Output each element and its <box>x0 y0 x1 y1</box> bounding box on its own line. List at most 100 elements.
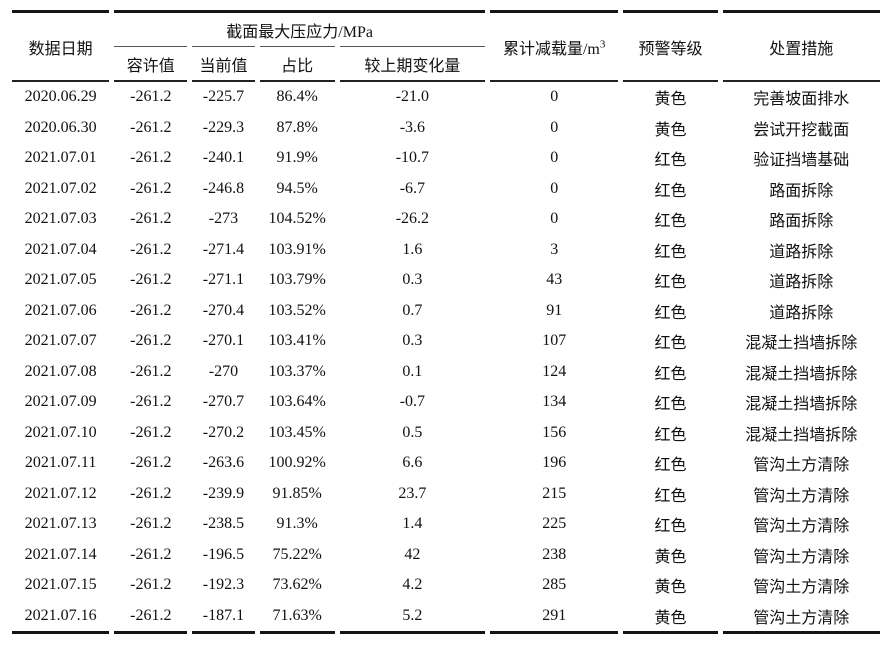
cell-warning-level: 红色 <box>654 365 687 383</box>
cell-allowable-value: -261.2 <box>130 576 172 594</box>
cell-unload-total: 291 <box>490 601 619 634</box>
cell-change: 6.6 <box>402 454 423 472</box>
col-header-stress-group: 截面最大压应力/MPa <box>114 10 486 46</box>
cell-change: 0.3 <box>402 332 423 350</box>
cell-change: -6.7 <box>399 179 426 197</box>
cell-current-value: -270.1 <box>202 332 245 350</box>
cell-ratio: 91.85% <box>272 484 322 502</box>
cell-allowable-value: -261.2 <box>130 423 172 441</box>
table-row: 2020.06.30 -261.2 -229.3 87.8% -3.6 0 黄色 尝试开挖截面 <box>12 113 880 144</box>
cell-change: 4.2 <box>402 576 423 594</box>
cell-warning-level: 黄色 <box>654 121 687 139</box>
cell-action: 混凝土挡墙拆除 <box>745 426 858 444</box>
cell-change: 0.1 <box>402 362 423 380</box>
cell-date: 2021.07.08 <box>24 362 97 380</box>
table-row: 2021.07.14 -261.2 -196.5 75.22% 42 238 黄色 管沟土方清… <box>12 540 880 571</box>
unload-superscript: 3 <box>599 38 606 51</box>
cell-current-value: -192.3 <box>202 576 245 594</box>
cell-warning-level: 黄色 <box>654 91 687 109</box>
col-header-warning-level: 预警等级 <box>623 10 718 82</box>
cell-ratio: 103.41% <box>268 332 326 350</box>
cell-action: 验证挡墙基础 <box>753 152 850 170</box>
cell-unload-total: 124 <box>542 362 567 380</box>
cell-current-value: -238.5 <box>202 515 245 533</box>
cell-ratio: 103.37% <box>268 362 326 380</box>
cell-warning-level: 红色 <box>654 243 687 261</box>
cell-date: 2020.06.30 <box>24 118 97 136</box>
cell-ratio: 75.22% <box>272 545 322 563</box>
cell-warning-level: 红色 <box>654 518 687 536</box>
cell-allowable-value: -261.2 <box>130 454 172 472</box>
table-row: 2021.07.15 -261.2 -192.3 73.62% 4.2 285 黄色 管沟土方… <box>12 570 880 601</box>
cell-date: 2021.07.12 <box>24 484 97 502</box>
cell-change: 0.5 <box>402 423 423 441</box>
cell-warning-level: 红色 <box>654 304 687 322</box>
document-page: 数据日期 截面最大压应力/MPa 累计减载量/m3 预警等级 处置措施 容许值 … <box>7 10 885 634</box>
cell-unload-total: 238 <box>542 545 567 563</box>
cell-warning-level: 红色 <box>654 213 687 231</box>
cell-action: 混凝土挡墙拆除 <box>745 335 858 353</box>
cell-date: 2021.07.07 <box>24 332 97 350</box>
cell-warning-level: 红色 <box>654 152 687 170</box>
cell-warning-level: 红色 <box>654 457 687 475</box>
cell-warning-level: 红色 <box>654 335 687 353</box>
cell-change: 0.7 <box>402 301 423 319</box>
table-row: 2021.07.13 -261.2 -238.5 91.3% 1.4 225 红色 管沟土方清… <box>12 509 880 540</box>
cell-change: 23.7 <box>398 484 427 502</box>
cell-warning-level: 黄色 <box>654 548 687 566</box>
cell-change: 0.3 <box>402 271 423 289</box>
col-header-ratio: 占比 <box>259 46 335 82</box>
cell-ratio: 103.45% <box>268 423 326 441</box>
cell-allowable-value: -261.2 <box>130 210 172 228</box>
cell-date: 2021.07.02 <box>24 179 97 197</box>
cell-unload-total: 0 <box>550 88 559 106</box>
table-header: 数据日期 截面最大压应力/MPa 累计减载量/m3 预警等级 处置措施 容许值 … <box>12 10 880 82</box>
cell-current-value: -239.9 <box>202 484 245 502</box>
cell-current-value: -187.1 <box>192 601 255 634</box>
cell-date: 2021.07.11 <box>24 454 97 472</box>
cell-date: 2021.07.15 <box>24 576 97 594</box>
table-row: 2021.07.16 -261.2 -187.1 71.63% 5.2 291 黄色 管沟土方… <box>12 601 880 634</box>
table-row: 2021.07.01 -261.2 -240.1 91.9% -10.7 0 红色 验证挡墙基… <box>12 143 880 174</box>
cell-warning-level: 红色 <box>654 487 687 505</box>
cell-ratio: 91.9% <box>276 149 318 167</box>
cell-ratio: 103.52% <box>268 301 326 319</box>
header-row-2: 容许值 当前值 占比 较上期变化量 <box>12 46 880 82</box>
cell-current-value: -270.4 <box>202 301 245 319</box>
cell-allowable-value: -261.2 <box>130 240 172 258</box>
cell-current-value: -196.5 <box>202 545 245 563</box>
cell-current-value: -270.7 <box>202 393 245 411</box>
cell-current-value: -270.2 <box>202 423 245 441</box>
cell-current-value: -273 <box>208 210 239 228</box>
cell-action: 管沟土方清除 <box>753 579 850 597</box>
cell-warning-level: 红色 <box>654 274 687 292</box>
cell-action: 道路拆除 <box>769 274 834 292</box>
header-row-1: 数据日期 截面最大压应力/MPa 累计减载量/m3 预警等级 处置措施 <box>12 10 880 82</box>
cell-change: -21.0 <box>395 88 430 106</box>
cell-action: 尝试开挖截面 <box>753 121 850 139</box>
cell-allowable-value: -261.2 <box>130 118 172 136</box>
cell-action: 管沟土方清除 <box>753 457 850 475</box>
table-row: 2021.07.04 -261.2 -271.4 103.91% 1.6 3 红色 道路拆除 <box>12 235 880 266</box>
cell-unload-total: 0 <box>550 179 559 197</box>
cell-date: 2021.07.01 <box>24 149 97 167</box>
cell-allowable-value: -261.2 <box>130 515 172 533</box>
cell-allowable-value: -261.2 <box>130 149 172 167</box>
cell-change: -26.2 <box>395 210 430 228</box>
monitoring-table: 数据日期 截面最大压应力/MPa 累计减载量/m3 预警等级 处置措施 容许值 … <box>7 10 885 634</box>
table-row: 2021.07.08 -261.2 -270 103.37% 0.1 124 红色 混凝土挡墙… <box>12 357 880 388</box>
cell-unload-total: 3 <box>550 240 559 258</box>
cell-current-value: -225.7 <box>202 88 245 106</box>
cell-warning-level: 红色 <box>654 182 687 200</box>
table-row: 2021.07.12 -261.2 -239.9 91.85% 23.7 215 红色 管沟土… <box>12 479 880 510</box>
cell-unload-total: 107 <box>542 332 567 350</box>
cell-ratio: 87.8% <box>276 118 318 136</box>
cell-date: 2021.07.09 <box>24 393 97 411</box>
cell-action: 混凝土挡墙拆除 <box>745 396 858 414</box>
cell-unload-total: 156 <box>542 423 567 441</box>
cell-action: 管沟土方清除 <box>753 548 850 566</box>
cell-date: 2020.06.29 <box>24 88 97 106</box>
cell-ratio: 94.5% <box>276 179 318 197</box>
cell-change: -10.7 <box>395 149 430 167</box>
cell-unload-total: 0 <box>550 210 559 228</box>
